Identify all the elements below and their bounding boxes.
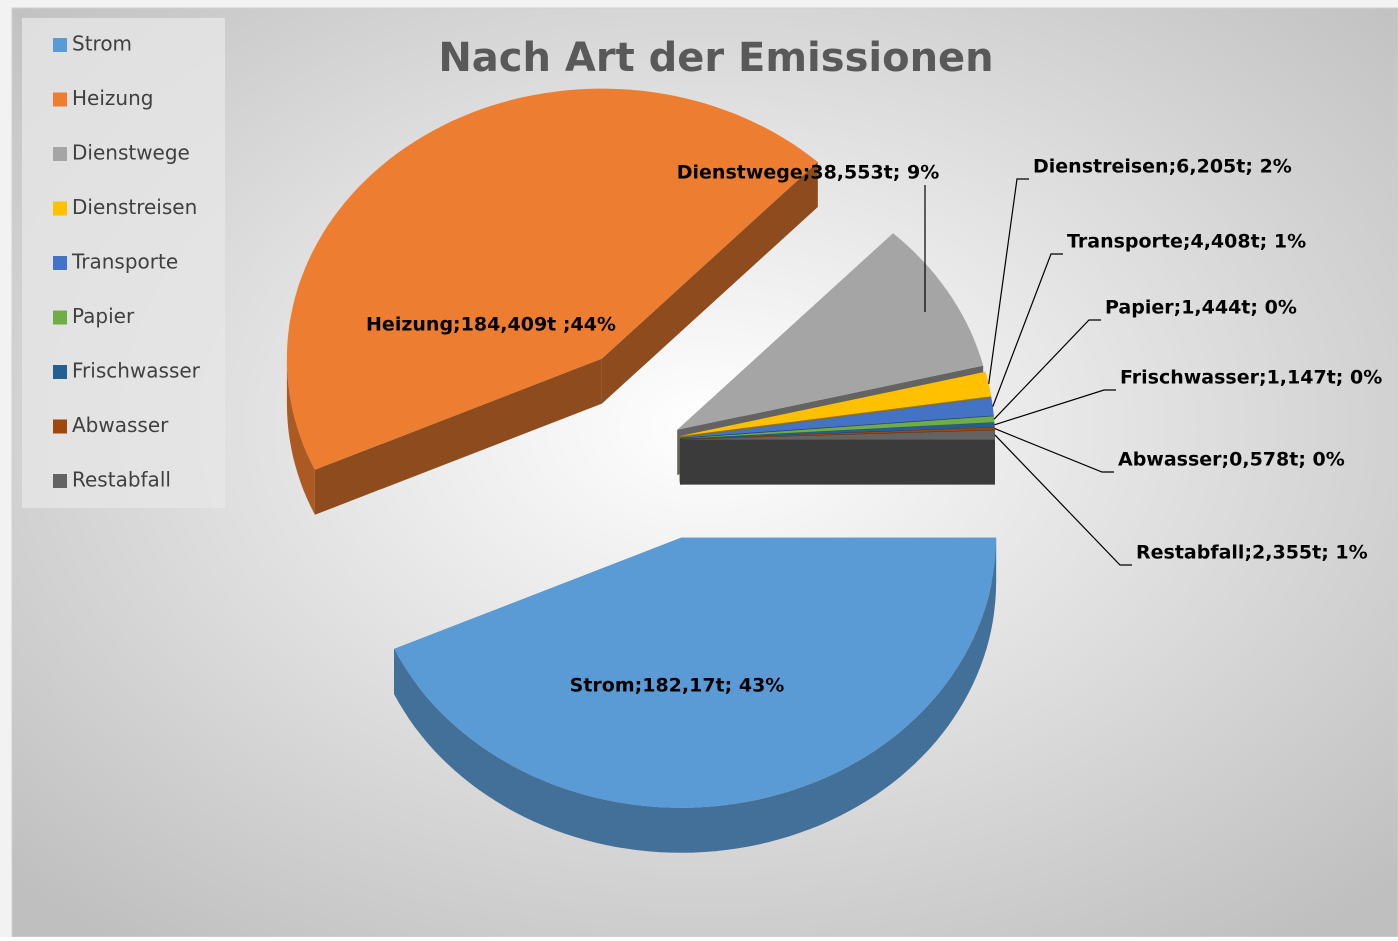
leader-line (994, 428, 1114, 473)
legend-label: Abwasser (72, 413, 169, 437)
slice (679, 371, 992, 437)
leader-line (994, 434, 1132, 566)
slice-side (680, 439, 995, 485)
slice (286, 88, 818, 470)
legend-label: Frischwasser (72, 359, 201, 383)
slice (677, 233, 984, 430)
slice-side (394, 537, 997, 853)
data-label: Strom;182,17t; 43% (570, 675, 785, 697)
data-label: Papier;1,444t; 0% (1105, 297, 1297, 319)
slice-side (601, 162, 818, 404)
legend-swatch (53, 310, 67, 325)
legend-swatch (53, 38, 67, 52)
data-label: Dienstwege;38,553t; 9% (677, 162, 939, 184)
slice (679, 416, 995, 439)
legend-swatch (53, 419, 67, 434)
slice-side (314, 358, 602, 515)
slice (680, 427, 995, 440)
legend-label: Papier (72, 304, 135, 328)
legend-swatch (53, 147, 67, 161)
chart-title: Nach Art der Emissionen (438, 35, 993, 81)
data-label: Restabfall;2,355t; 1% (1136, 542, 1368, 564)
leader-line (988, 178, 1029, 385)
leader-line (992, 253, 1063, 407)
data-label: Transporte;4,408t; 1% (1067, 231, 1306, 253)
legend-swatch (53, 474, 67, 488)
legend-label: Transporte (71, 250, 178, 274)
slice-side (286, 358, 315, 515)
data-label: Frischwasser;1,147t; 0% (1120, 367, 1382, 389)
data-label: Dienstreisen;6,205t; 2% (1033, 156, 1292, 178)
legend-label: Strom (72, 32, 132, 56)
legend-label: Heizung (72, 86, 153, 110)
data-label: Abwasser;0,578t; 0% (1118, 449, 1345, 471)
slice (394, 537, 997, 808)
slice (680, 430, 995, 440)
data-label: Heizung;184,409t ;44% (366, 314, 616, 336)
legend-label: Dienstreisen (72, 195, 197, 219)
legend-swatch (53, 256, 67, 270)
leader-line (994, 389, 1116, 426)
slice (679, 397, 994, 438)
legend-label: Restabfall (72, 468, 171, 492)
slice (680, 422, 995, 439)
leader-line (993, 319, 1101, 420)
legend-swatch (53, 201, 67, 216)
legend-label: Dienstwege (72, 141, 190, 165)
legend-swatch (53, 92, 67, 107)
legend-swatch (53, 365, 67, 379)
